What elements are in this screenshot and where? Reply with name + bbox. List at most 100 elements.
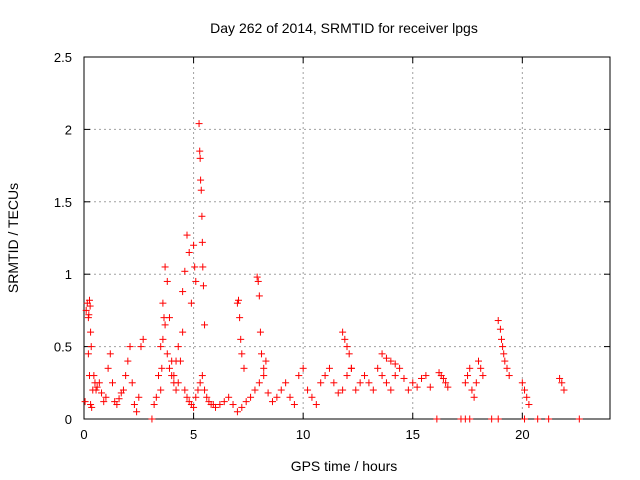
data-point bbox=[191, 263, 199, 271]
data-point bbox=[488, 415, 496, 423]
data-point bbox=[341, 335, 349, 343]
data-point bbox=[334, 389, 342, 397]
data-point bbox=[172, 386, 180, 394]
data-point bbox=[133, 408, 141, 416]
data-point bbox=[233, 408, 241, 416]
data-point bbox=[87, 343, 95, 351]
data-point bbox=[87, 401, 95, 409]
data-point bbox=[237, 335, 245, 343]
data-point bbox=[439, 374, 447, 382]
data-point bbox=[174, 343, 182, 351]
data-point bbox=[238, 350, 246, 358]
y-tick-label: 2 bbox=[65, 122, 72, 137]
y-tick-label: 1.5 bbox=[54, 195, 72, 210]
data-point bbox=[525, 401, 533, 409]
data-point bbox=[199, 282, 207, 290]
x-axis-label: GPS time / hours bbox=[291, 458, 398, 474]
data-point bbox=[187, 299, 195, 307]
data-point bbox=[505, 372, 513, 380]
data-point bbox=[212, 403, 219, 411]
data-point bbox=[260, 372, 268, 380]
data-point bbox=[560, 386, 568, 394]
data-point bbox=[391, 360, 399, 368]
data-point bbox=[464, 372, 472, 380]
data-point bbox=[494, 415, 502, 423]
data-point bbox=[466, 415, 474, 423]
data-point bbox=[251, 386, 259, 394]
data-point bbox=[472, 379, 480, 387]
data-point bbox=[290, 401, 298, 409]
data-point bbox=[190, 403, 198, 411]
data-point bbox=[382, 379, 390, 387]
data-point bbox=[413, 383, 421, 391]
data-point bbox=[85, 296, 93, 304]
data-point bbox=[325, 364, 333, 372]
data-point bbox=[108, 379, 116, 387]
data-point bbox=[356, 379, 364, 387]
data-point bbox=[254, 277, 262, 285]
x-tick-label: 0 bbox=[80, 427, 87, 442]
data-point bbox=[198, 212, 206, 220]
data-point bbox=[179, 288, 187, 296]
x-tick-label: 10 bbox=[296, 427, 310, 442]
data-point bbox=[93, 383, 101, 391]
data-point bbox=[155, 372, 163, 380]
data-point bbox=[256, 328, 264, 336]
data-point bbox=[181, 386, 189, 394]
data-point bbox=[461, 379, 469, 387]
data-point bbox=[139, 335, 147, 343]
data-point bbox=[558, 379, 566, 387]
data-point bbox=[163, 350, 171, 358]
data-point bbox=[433, 415, 441, 423]
chart-title: Day 262 of 2014, SRMTID for receiver lpg… bbox=[210, 20, 478, 36]
data-point bbox=[299, 364, 307, 372]
data-point bbox=[418, 374, 426, 382]
data-point bbox=[258, 350, 266, 358]
data-point bbox=[409, 379, 417, 387]
data-point bbox=[352, 386, 360, 394]
data-point bbox=[233, 299, 241, 307]
data-point bbox=[95, 379, 103, 387]
gridlines bbox=[84, 57, 610, 419]
data-point bbox=[396, 364, 404, 372]
data-point bbox=[159, 299, 167, 307]
x-tick-label: 15 bbox=[406, 427, 420, 442]
data-point bbox=[115, 395, 123, 403]
data-point bbox=[466, 364, 474, 372]
y-axis-label: SRMTID / TECUs bbox=[5, 183, 21, 293]
data-point bbox=[124, 357, 132, 365]
data-point bbox=[404, 386, 412, 394]
data-point bbox=[201, 386, 209, 394]
data-point bbox=[387, 386, 395, 394]
data-point bbox=[130, 401, 138, 409]
data-point bbox=[521, 415, 529, 423]
data-point bbox=[282, 379, 290, 387]
data-point bbox=[163, 277, 171, 285]
data-point bbox=[185, 248, 193, 256]
data-point bbox=[229, 401, 237, 409]
data-point bbox=[255, 292, 263, 300]
data-point bbox=[268, 398, 276, 406]
data-point bbox=[496, 325, 504, 333]
data-point bbox=[150, 401, 158, 409]
data-point bbox=[225, 393, 233, 401]
data-point bbox=[192, 393, 200, 401]
data-point bbox=[273, 393, 281, 401]
data-point bbox=[157, 386, 165, 394]
data-point bbox=[247, 393, 255, 401]
data-point bbox=[253, 273, 261, 281]
data-point bbox=[90, 372, 98, 380]
data-point bbox=[240, 364, 248, 372]
data-point bbox=[479, 372, 487, 380]
data-point bbox=[400, 374, 408, 382]
data-point bbox=[135, 393, 143, 401]
data-point bbox=[391, 372, 399, 380]
data-point bbox=[242, 398, 250, 406]
data-point bbox=[161, 321, 169, 329]
data-point bbox=[137, 343, 145, 351]
data-point bbox=[260, 364, 268, 372]
data-point bbox=[179, 328, 187, 336]
data-point bbox=[378, 350, 386, 358]
data-point bbox=[199, 263, 207, 271]
